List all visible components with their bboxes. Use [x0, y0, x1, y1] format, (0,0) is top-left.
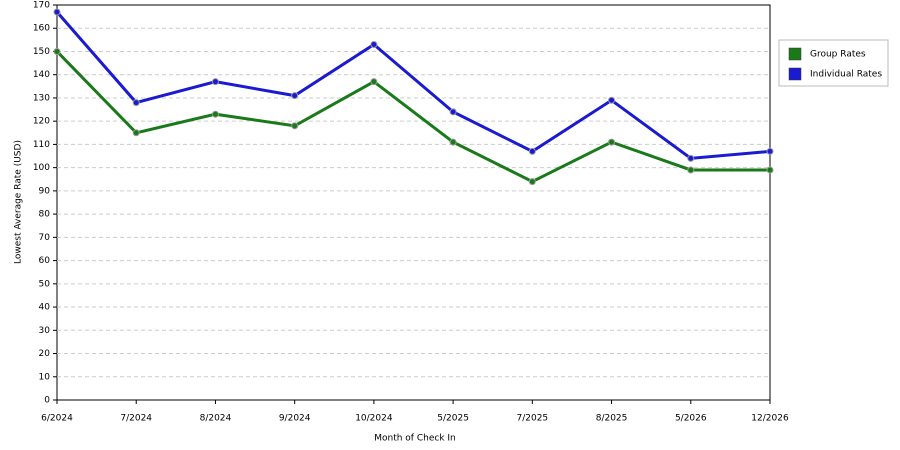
- y-tick-label: 20: [39, 349, 51, 359]
- y-tick-label: 130: [33, 93, 50, 103]
- data-point: [291, 92, 299, 100]
- y-tick-label: 150: [33, 47, 50, 57]
- data-point: [687, 166, 695, 174]
- y-tick-label: 120: [33, 117, 50, 127]
- y-tick-label: 140: [33, 70, 50, 80]
- x-tick-label: 6/2024: [41, 414, 73, 424]
- data-point: [53, 47, 61, 55]
- y-tick-label: 80: [39, 210, 51, 220]
- data-point: [370, 78, 378, 86]
- y-tick-label: 60: [39, 256, 51, 266]
- x-tick-label: 12/2026: [751, 414, 789, 424]
- x-tick-label: 7/2024: [120, 414, 152, 424]
- data-point: [528, 178, 536, 186]
- legend-swatch: [788, 67, 802, 81]
- x-tick-label: 7/2025: [516, 414, 548, 424]
- data-point: [132, 129, 140, 137]
- x-tick-label: 5/2025: [437, 414, 469, 424]
- series-line: [55, 10, 771, 160]
- x-tick-label: 9/2024: [279, 414, 311, 424]
- x-tick-label: 10/2024: [355, 414, 393, 424]
- data-point: [449, 108, 457, 116]
- y-tick-label: 170: [33, 1, 50, 11]
- legend-swatch: [788, 47, 802, 61]
- data-point: [132, 99, 140, 107]
- y-tick-label: 30: [39, 326, 51, 336]
- y-tick-label: 50: [39, 279, 51, 289]
- data-point: [766, 166, 774, 174]
- y-tick-label: 10: [39, 372, 51, 382]
- x-tick-label: 8/2025: [596, 414, 628, 424]
- data-point: [766, 147, 774, 155]
- data-point: [211, 78, 219, 86]
- x-tick-label: 5/2026: [675, 414, 707, 424]
- data-point: [291, 122, 299, 130]
- y-tick-label: 160: [33, 24, 50, 34]
- y-tick-label: 40: [39, 303, 51, 313]
- series-line: [55, 50, 770, 184]
- y-tick-label: 110: [33, 140, 50, 150]
- data-point: [449, 138, 457, 146]
- data-point: [370, 41, 378, 48]
- data-point: [528, 147, 536, 155]
- legend-label: Group Rates: [810, 50, 866, 60]
- y-axis-label: Lowest Average Rate (USD): [14, 140, 24, 264]
- plot-area: [56, 4, 771, 401]
- x-axis-label: Month of Check In: [374, 434, 456, 444]
- y-tick-label: 90: [39, 186, 51, 196]
- data-point: [53, 8, 61, 16]
- legend-label: Individual Rates: [810, 70, 882, 80]
- y-tick-label: 70: [39, 233, 51, 243]
- data-point: [211, 110, 219, 118]
- y-tick-label: 100: [33, 163, 50, 173]
- x-tick-label: 8/2024: [200, 414, 232, 424]
- y-tick-label: 0: [44, 396, 50, 406]
- data-point: [687, 154, 695, 162]
- data-point: [608, 96, 616, 104]
- data-point: [608, 138, 616, 146]
